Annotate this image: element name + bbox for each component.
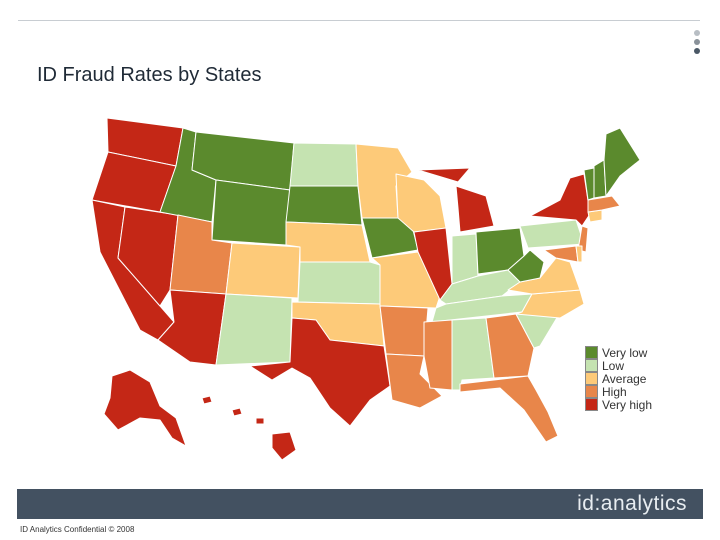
slide-title: ID Fraud Rates by States bbox=[37, 64, 262, 86]
legend-item: High bbox=[585, 384, 652, 399]
footer-band: id:analytics bbox=[17, 489, 703, 519]
legend-label: High bbox=[602, 384, 627, 399]
state-SD bbox=[285, 185, 363, 226]
legend-item: Very low bbox=[585, 345, 652, 360]
state-ME bbox=[603, 127, 641, 197]
legend-item: Very high bbox=[585, 397, 653, 412]
top-divider bbox=[18, 20, 700, 21]
legend-label: Very low bbox=[602, 345, 648, 360]
decorative-dots bbox=[694, 30, 702, 57]
legend-swatch bbox=[585, 372, 598, 385]
state-WY bbox=[211, 179, 291, 246]
dot-mid bbox=[694, 39, 700, 45]
legend-label: Low bbox=[602, 358, 625, 373]
state-CO bbox=[225, 242, 301, 299]
state-ND bbox=[289, 142, 359, 187]
legend-item: Low bbox=[585, 358, 652, 373]
state-IN bbox=[451, 233, 479, 285]
state-MS bbox=[423, 319, 453, 391]
legend-swatch bbox=[585, 359, 598, 372]
state-HI bbox=[201, 395, 297, 461]
confidential-notice: ID Analytics Confidential © 2008 bbox=[20, 525, 135, 534]
state-TX bbox=[249, 317, 391, 427]
state-DE bbox=[575, 245, 583, 263]
state-AK bbox=[103, 369, 187, 447]
state-FL bbox=[459, 375, 559, 443]
state-PA bbox=[519, 219, 585, 249]
state-NM bbox=[215, 293, 293, 366]
legend-swatch bbox=[585, 346, 598, 359]
state-NY bbox=[529, 173, 591, 227]
state-KS bbox=[297, 261, 381, 305]
state-AR bbox=[379, 305, 429, 357]
legend-swatch bbox=[585, 398, 598, 411]
brand-logo: id:analytics bbox=[577, 492, 687, 515]
state-MA bbox=[587, 195, 621, 213]
legend-item: Average bbox=[585, 371, 652, 386]
state-GA bbox=[485, 313, 535, 379]
state-WI bbox=[395, 173, 447, 233]
legend-label: Average bbox=[602, 371, 647, 386]
dot-dark bbox=[694, 48, 700, 54]
state-WV bbox=[507, 249, 545, 283]
dot-light bbox=[694, 30, 700, 36]
state-MI bbox=[417, 167, 495, 233]
map-legend: Very low Low Average High Very high bbox=[585, 345, 653, 412]
legend-swatch bbox=[585, 385, 598, 398]
legend-label: Very high bbox=[602, 397, 653, 412]
